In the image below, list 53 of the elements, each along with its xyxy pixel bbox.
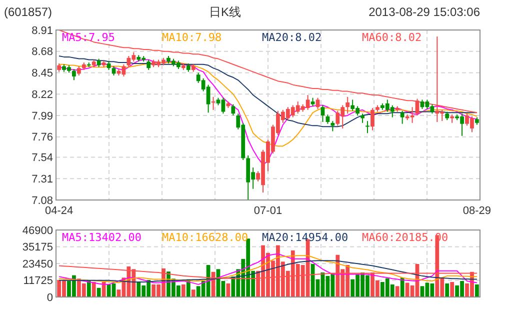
y-tick-label: 0 xyxy=(46,292,53,304)
x-tick-label: 07-01 xyxy=(254,205,282,217)
line-series xyxy=(58,265,478,280)
y-tick-label: 7.76 xyxy=(32,132,53,144)
y-tick-label: 23450 xyxy=(22,258,53,270)
x-tick-label: 08-29 xyxy=(462,205,492,217)
bar xyxy=(92,282,96,297)
line-series xyxy=(58,30,478,114)
text: MA10:16628.00 xyxy=(162,231,248,244)
candlestick xyxy=(415,98,420,116)
candlestick xyxy=(370,108,374,131)
candlestick xyxy=(72,68,76,81)
bar xyxy=(96,288,101,297)
bar xyxy=(191,290,196,297)
y-tick-label: 8.68 xyxy=(32,46,53,58)
y-tick-label: 8.22 xyxy=(32,88,53,101)
chart-subtitle: 日K线 xyxy=(208,5,242,19)
bar xyxy=(181,284,186,297)
candlestick xyxy=(146,59,151,70)
series-label: MA20:14954.00 xyxy=(262,231,348,244)
candlestick xyxy=(346,96,350,114)
series-label: MA10:7.98 xyxy=(162,31,222,44)
candlestick xyxy=(400,110,404,124)
candlestick xyxy=(330,120,335,132)
bar xyxy=(475,284,479,297)
bar xyxy=(400,278,404,297)
chart-title: (601857) xyxy=(4,5,52,19)
y-tick-label: 11725 xyxy=(23,275,53,288)
y-tick-label: 46900 xyxy=(22,224,53,237)
y-tick-label: 8.91 xyxy=(32,24,53,37)
line-series xyxy=(58,260,478,282)
bar xyxy=(86,280,91,297)
y-tick-label: 7.31 xyxy=(32,173,53,186)
candlestick xyxy=(231,104,236,116)
y-tick-label: 8.45 xyxy=(32,68,53,80)
text: 2013-08-29 15:03:06 xyxy=(368,5,480,19)
y-tick-label: 7.54 xyxy=(32,152,53,164)
candlestick xyxy=(76,66,81,76)
text: MA20:8.02 xyxy=(262,31,322,44)
bar xyxy=(445,283,450,297)
candlestick xyxy=(320,104,325,122)
y-tick-label: 7.99 xyxy=(32,110,53,122)
x-tick-label: 04-24 xyxy=(44,205,74,217)
text: MA5:13402.00 xyxy=(62,231,142,244)
candlestick xyxy=(316,97,320,110)
y-tick-label: 7.08 xyxy=(32,194,53,207)
text: MA60:8.02 xyxy=(362,31,422,44)
candlestick xyxy=(366,120,370,134)
bar xyxy=(395,286,400,297)
bar xyxy=(102,282,106,297)
candlestick xyxy=(360,113,364,124)
bar xyxy=(450,282,454,297)
y-tick-label: 35175 xyxy=(22,242,53,254)
